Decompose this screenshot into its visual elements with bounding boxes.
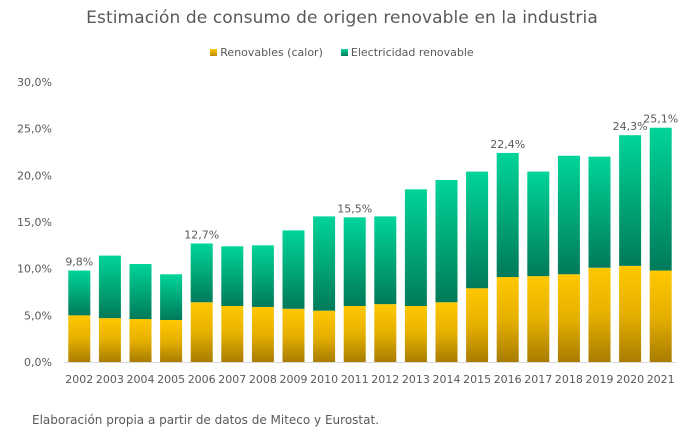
x-tick-label: 2009 bbox=[280, 373, 308, 386]
bar-renewable-heat bbox=[496, 277, 519, 362]
bar-renewable-electricity bbox=[649, 127, 672, 271]
y-tick-label: 30,0% bbox=[17, 76, 52, 89]
x-tick-label: 2020 bbox=[616, 373, 644, 386]
bar-renewable-electricity bbox=[588, 156, 611, 268]
bar-renewable-electricity bbox=[374, 216, 397, 305]
x-tick-label: 2015 bbox=[463, 373, 491, 386]
chart-title: Estimación de consumo de origen renovabl… bbox=[86, 8, 598, 28]
bar-renewable-electricity bbox=[282, 230, 305, 309]
data-labels: 9,8% 12,7% 15,5% 22,4% 24,3%25,1% bbox=[65, 113, 678, 269]
source-note: Elaboración propia a partir de datos de … bbox=[32, 413, 380, 427]
x-tick-label: 2014 bbox=[433, 373, 461, 386]
y-tick-label: 5,0% bbox=[24, 309, 52, 322]
bar-renewable-heat bbox=[160, 320, 183, 362]
bars bbox=[68, 127, 672, 362]
bar-renewable-electricity bbox=[343, 217, 366, 306]
legend-swatch-heat bbox=[210, 49, 218, 56]
bar-renewable-heat bbox=[527, 276, 550, 362]
bar-renewable-heat bbox=[404, 306, 427, 362]
bar-renewable-electricity bbox=[221, 246, 244, 306]
bar-renewable-electricity bbox=[68, 270, 91, 316]
bar-renewable-electricity bbox=[435, 180, 458, 303]
legend-label-heat: Renovables (calor) bbox=[220, 46, 323, 59]
bar-renewable-electricity bbox=[313, 216, 336, 311]
x-tick-label: 2021 bbox=[647, 373, 675, 386]
data-label: 25,1% bbox=[643, 113, 678, 126]
x-tick-label: 2019 bbox=[586, 373, 614, 386]
bar-renewable-electricity bbox=[496, 152, 519, 278]
chart-legend: Renovables (calor) Electricidad renovabl… bbox=[0, 46, 684, 59]
y-tick-label: 20,0% bbox=[17, 169, 52, 182]
bar-renewable-heat bbox=[282, 308, 305, 362]
data-label: 15,5% bbox=[337, 202, 372, 215]
x-tick-label: 2003 bbox=[96, 373, 124, 386]
x-tick-label: 2016 bbox=[494, 373, 522, 386]
bar-renewable-heat bbox=[313, 310, 336, 362]
x-tick-label: 2010 bbox=[310, 373, 338, 386]
x-tick-label: 2013 bbox=[402, 373, 430, 386]
data-label: 12,7% bbox=[184, 228, 219, 241]
bar-renewable-heat bbox=[649, 270, 672, 362]
bar-renewable-heat bbox=[343, 306, 366, 362]
bar-renewable-heat bbox=[251, 306, 274, 362]
data-label: 22,4% bbox=[490, 138, 525, 151]
bar-renewable-heat bbox=[221, 306, 244, 362]
bar-renewable-electricity bbox=[129, 264, 152, 320]
data-label: 9,8% bbox=[65, 256, 93, 269]
legend-item-heat: Renovables (calor) bbox=[210, 46, 323, 59]
x-tick-label: 2008 bbox=[249, 373, 277, 386]
x-axis: 2002 2003 2004 2005 2006 2007 2008 2009 2010 2011… bbox=[65, 373, 674, 386]
bar-renewable-electricity bbox=[98, 255, 121, 319]
x-tick-label: 2018 bbox=[555, 373, 583, 386]
legend-swatch-electricity bbox=[340, 49, 348, 56]
bar-renewable-heat bbox=[619, 265, 642, 362]
x-tick-label: 2002 bbox=[65, 373, 93, 386]
y-tick-label: 0,0% bbox=[24, 356, 52, 369]
bar-renewable-electricity bbox=[527, 171, 550, 277]
x-tick-label: 2017 bbox=[524, 373, 552, 386]
x-tick-label: 2007 bbox=[218, 373, 246, 386]
bar-renewable-heat bbox=[557, 274, 580, 362]
bar-renewable-heat bbox=[68, 315, 91, 362]
bar-renewable-heat bbox=[435, 302, 458, 362]
y-tick-label: 15,0% bbox=[17, 216, 52, 229]
bar-renewable-heat bbox=[190, 302, 213, 362]
y-axis: 0,0% 5,0% 10,0% 15,0% 20,0% 25,0% 30,0% bbox=[17, 76, 52, 369]
x-tick-label: 2012 bbox=[371, 373, 399, 386]
x-tick-label: 2005 bbox=[157, 373, 185, 386]
bar-renewable-electricity bbox=[466, 171, 489, 289]
bar-renewable-electricity bbox=[619, 135, 642, 266]
bar-renewable-electricity bbox=[251, 245, 274, 307]
bar-renewable-heat bbox=[466, 288, 489, 362]
bar-renewable-heat bbox=[374, 304, 397, 362]
x-tick-label: 2011 bbox=[341, 373, 369, 386]
bar-renewable-electricity bbox=[404, 189, 427, 306]
bar-renewable-heat bbox=[98, 318, 121, 362]
legend-item-electricity: Electricidad renovable bbox=[340, 46, 474, 59]
bar-renewable-heat bbox=[129, 319, 152, 362]
data-label: 24,3% bbox=[613, 120, 648, 133]
x-tick-label: 2004 bbox=[127, 373, 155, 386]
bar-renewable-electricity bbox=[557, 155, 580, 275]
y-tick-label: 10,0% bbox=[17, 263, 52, 276]
y-tick-label: 25,0% bbox=[17, 123, 52, 136]
bar-renewable-electricity bbox=[160, 274, 183, 320]
legend-label-electricity: Electricidad renovable bbox=[350, 46, 474, 59]
bar-renewable-heat bbox=[588, 267, 611, 362]
x-tick-label: 2006 bbox=[188, 373, 216, 386]
bar-renewable-electricity bbox=[190, 243, 213, 303]
